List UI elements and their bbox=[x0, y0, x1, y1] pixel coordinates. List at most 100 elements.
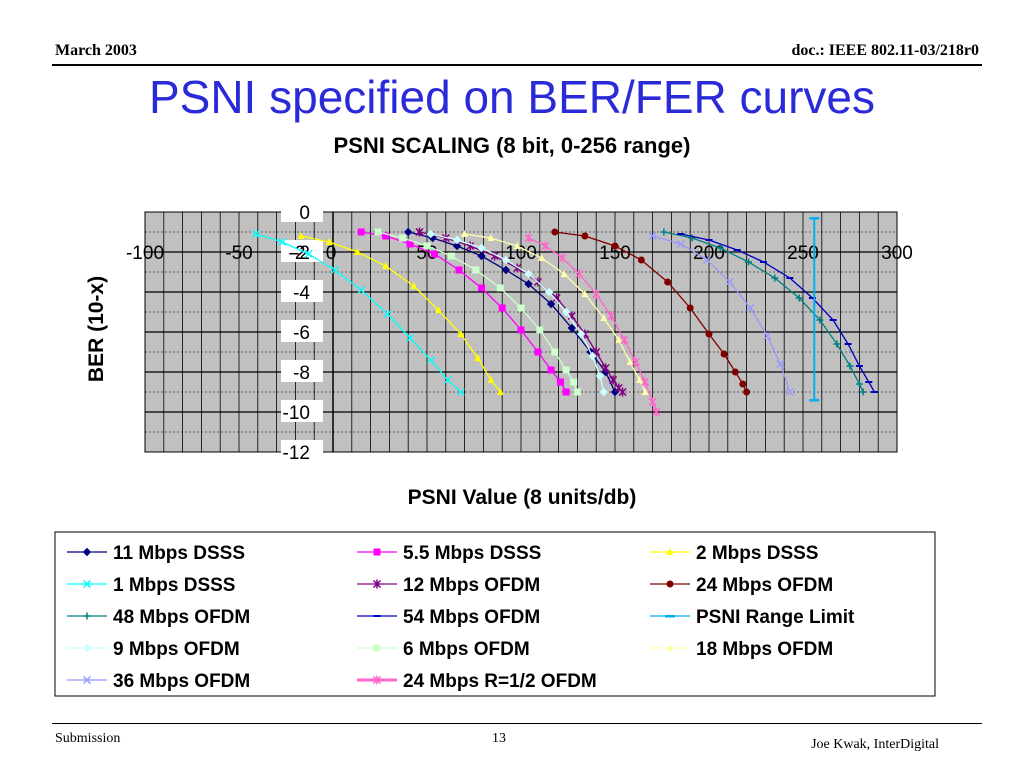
data-point bbox=[562, 388, 570, 396]
data-point bbox=[635, 376, 643, 383]
data-point bbox=[426, 229, 435, 239]
data-point bbox=[524, 233, 533, 243]
plot-area: 0-2-4-6-8-10-12-100 -50 -2 0 50 100 150 200 250 3… bbox=[126, 200, 913, 464]
data-point bbox=[660, 228, 668, 236]
series-12-mbps-ofdm bbox=[415, 227, 627, 397]
legend-label: 11 Mbps DSSS bbox=[113, 543, 245, 564]
legend-label: 6 Mbps OFDM bbox=[403, 639, 530, 660]
data-point bbox=[609, 375, 618, 385]
data-point bbox=[561, 307, 571, 317]
data-point bbox=[641, 388, 649, 395]
series-54-mbps-ofdm bbox=[677, 233, 878, 393]
x-tick-label: -50 bbox=[225, 243, 252, 264]
legend-item: 6 Mbps OFDM bbox=[357, 639, 530, 660]
data-point bbox=[456, 387, 465, 397]
legend-item: 2 Mbps DSSS bbox=[650, 543, 818, 564]
data-point bbox=[551, 228, 559, 236]
data-point bbox=[383, 309, 392, 319]
data-point bbox=[688, 234, 696, 242]
data-point bbox=[581, 232, 589, 240]
data-point bbox=[816, 316, 824, 324]
data-point bbox=[573, 388, 581, 396]
data-point bbox=[426, 355, 435, 365]
data-point bbox=[513, 242, 521, 249]
legend-item: 36 Mbps OFDM bbox=[67, 671, 250, 692]
legend-item: 18 Mbps OFDM bbox=[650, 639, 833, 660]
data-point bbox=[809, 399, 820, 402]
data-point bbox=[357, 228, 365, 236]
series-24-mbps-r-1-2-ofdm bbox=[524, 233, 661, 417]
legend-box bbox=[54, 531, 936, 697]
data-point bbox=[855, 365, 863, 367]
data-point bbox=[251, 229, 260, 239]
data-point bbox=[496, 388, 504, 395]
data-point bbox=[382, 232, 390, 240]
data-point bbox=[716, 244, 724, 252]
legend-label: 36 Mbps OFDM bbox=[113, 671, 250, 692]
data-point bbox=[859, 388, 867, 396]
data-point bbox=[357, 285, 366, 295]
data-point bbox=[676, 239, 685, 249]
y-tick-label: -4 bbox=[293, 283, 310, 304]
footer-page-number: 13 bbox=[492, 731, 506, 746]
legend-label: 54 Mbps OFDM bbox=[403, 607, 540, 628]
data-point bbox=[641, 377, 650, 387]
y-tick-label-background bbox=[281, 200, 323, 222]
data-point bbox=[731, 368, 739, 376]
data-point bbox=[403, 227, 413, 237]
data-point bbox=[746, 303, 755, 313]
data-point bbox=[399, 234, 407, 242]
data-point bbox=[664, 278, 672, 286]
y-tick-label: 0 bbox=[299, 203, 310, 224]
legend-label: 9 Mbps OFDM bbox=[113, 639, 240, 660]
data-point bbox=[297, 232, 305, 239]
data-point bbox=[501, 265, 511, 275]
y-tick-label-background bbox=[281, 400, 323, 422]
data-point bbox=[611, 242, 619, 250]
legend-item: 5.5 Mbps DSSS bbox=[357, 543, 541, 564]
legend-swatch-marker bbox=[83, 612, 91, 620]
legend-label: PSNI Range Limit bbox=[696, 607, 855, 628]
data-point bbox=[637, 256, 645, 264]
x-tick-label: 300 bbox=[881, 243, 913, 264]
data-point bbox=[455, 266, 463, 274]
legend-swatch-marker bbox=[373, 548, 381, 556]
series-5-5-mbps-dsss bbox=[357, 228, 570, 396]
data-point bbox=[703, 255, 712, 265]
data-point bbox=[567, 311, 576, 321]
data-point bbox=[434, 306, 442, 313]
series-6-mbps-ofdm bbox=[374, 228, 581, 396]
y-tick-label: -12 bbox=[283, 443, 310, 464]
legend-swatch-marker bbox=[666, 580, 674, 588]
legend-swatch-marker bbox=[82, 643, 92, 653]
series-psni-range-limit bbox=[809, 217, 820, 402]
footer-submission: Submission bbox=[55, 731, 121, 746]
y-tick-label: -6 bbox=[293, 323, 310, 344]
data-point bbox=[576, 329, 586, 339]
data-point bbox=[581, 290, 589, 297]
legend-swatch-marker bbox=[82, 675, 92, 685]
data-point bbox=[648, 397, 657, 407]
data-point bbox=[833, 340, 841, 348]
data-point bbox=[415, 227, 424, 237]
legend-item: 54 Mbps OFDM bbox=[357, 607, 540, 628]
footer-rule bbox=[52, 723, 982, 724]
data-point bbox=[452, 241, 462, 251]
legend-swatch-marker bbox=[373, 644, 381, 652]
data-point bbox=[739, 380, 747, 388]
data-point bbox=[567, 323, 576, 333]
data-point bbox=[382, 262, 390, 269]
data-point bbox=[615, 336, 623, 343]
legend-item: 24 Mbps R=1/2 OFDM bbox=[357, 671, 597, 692]
data-point bbox=[325, 238, 333, 245]
legend-item: 9 Mbps OFDM bbox=[67, 639, 240, 660]
data-point bbox=[423, 242, 431, 250]
y-tick-label-background bbox=[281, 280, 323, 302]
data-point bbox=[558, 253, 567, 263]
data-point bbox=[870, 391, 878, 393]
data-point bbox=[588, 351, 597, 361]
data-point bbox=[733, 249, 741, 251]
data-point bbox=[498, 304, 506, 312]
data-point bbox=[829, 319, 837, 321]
data-point bbox=[517, 326, 525, 334]
